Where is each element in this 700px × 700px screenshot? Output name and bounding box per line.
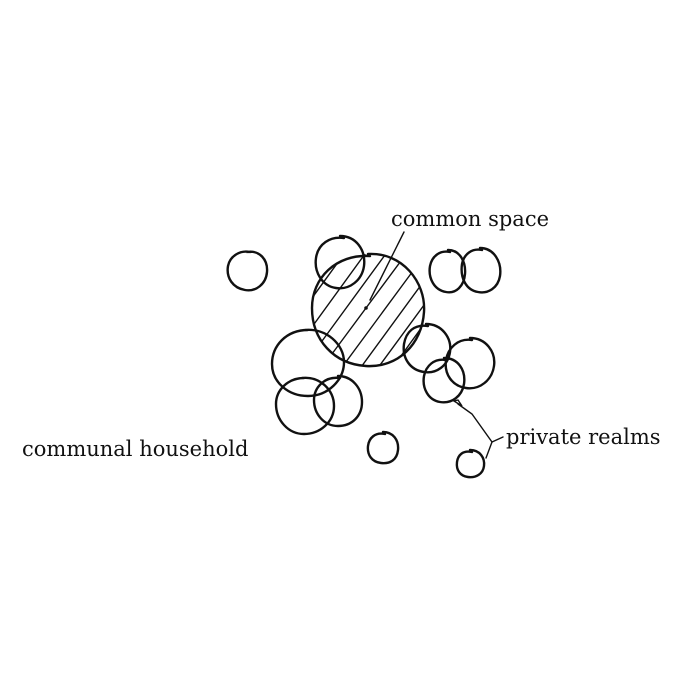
private-realm-circles [226,234,502,479]
private-realm-circle [444,336,496,390]
private-realms-label: private realms [506,425,661,449]
private-realm-circle [312,374,364,428]
private-realm-circle [422,356,466,404]
private-realm-circle [226,250,269,292]
communal-household-label: communal household [22,437,248,461]
private-realm-circle [460,246,502,294]
private-realms-pointer [452,399,504,459]
private-realm-circle [366,430,400,465]
private-realm-circle [274,376,336,436]
common-space-dot [364,306,368,310]
private-realm-circle [455,448,486,479]
common-space-pointer [369,231,405,301]
private-realm-circle [314,234,366,290]
common-space-circle [310,252,426,368]
common-space-label: common space [391,207,549,231]
private-realm-circle [270,328,346,398]
private-realm-circle [428,248,467,294]
